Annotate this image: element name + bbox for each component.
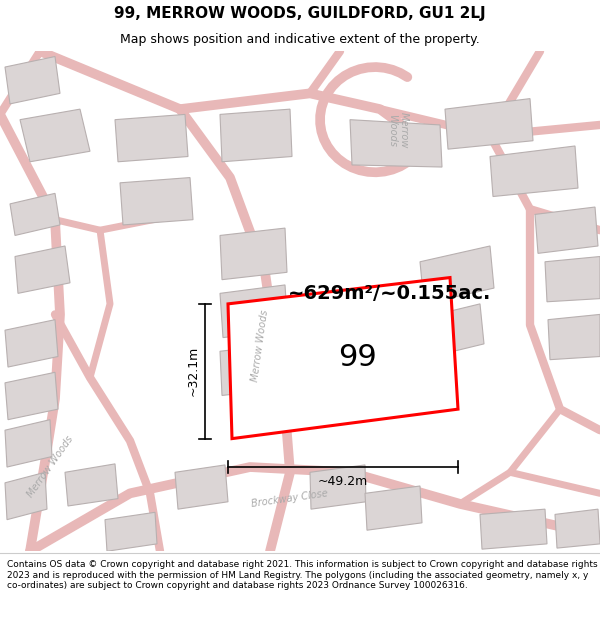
Text: Merrow
Woods: Merrow Woods (387, 112, 409, 148)
Polygon shape (120, 177, 193, 225)
Text: 99, MERROW WOODS, GUILDFORD, GU1 2LJ: 99, MERROW WOODS, GUILDFORD, GU1 2LJ (114, 6, 486, 21)
Polygon shape (535, 207, 598, 253)
Text: ~32.1m: ~32.1m (187, 346, 199, 396)
Polygon shape (545, 256, 600, 302)
Polygon shape (105, 512, 157, 551)
Text: 99: 99 (338, 342, 376, 372)
Text: Contains OS data © Crown copyright and database right 2021. This information is : Contains OS data © Crown copyright and d… (7, 560, 598, 590)
Polygon shape (220, 109, 292, 162)
Polygon shape (445, 99, 533, 149)
Polygon shape (15, 246, 70, 293)
Polygon shape (5, 472, 47, 519)
Polygon shape (220, 285, 288, 338)
Text: Brockway Close: Brockway Close (251, 488, 329, 509)
Polygon shape (228, 278, 458, 439)
Polygon shape (420, 246, 494, 304)
Text: Map shows position and indicative extent of the property.: Map shows position and indicative extent… (120, 34, 480, 46)
Text: ~629m²/~0.155ac.: ~629m²/~0.155ac. (289, 284, 491, 303)
Polygon shape (310, 465, 366, 509)
Polygon shape (220, 228, 287, 279)
Polygon shape (555, 509, 600, 548)
Polygon shape (5, 372, 58, 419)
Polygon shape (548, 314, 600, 359)
Polygon shape (480, 509, 547, 549)
Polygon shape (415, 304, 484, 359)
Polygon shape (5, 419, 52, 467)
Polygon shape (5, 319, 58, 367)
Polygon shape (220, 344, 287, 396)
Text: Merrow Woods: Merrow Woods (25, 434, 75, 499)
Polygon shape (115, 114, 188, 162)
Polygon shape (65, 464, 118, 506)
Polygon shape (20, 109, 90, 162)
Text: Merrow Woods: Merrow Woods (250, 309, 270, 382)
Polygon shape (10, 193, 60, 236)
Polygon shape (175, 465, 228, 509)
Text: ~49.2m: ~49.2m (318, 475, 368, 488)
Polygon shape (365, 486, 422, 530)
Polygon shape (5, 56, 60, 104)
Polygon shape (490, 146, 578, 196)
Polygon shape (350, 119, 442, 167)
